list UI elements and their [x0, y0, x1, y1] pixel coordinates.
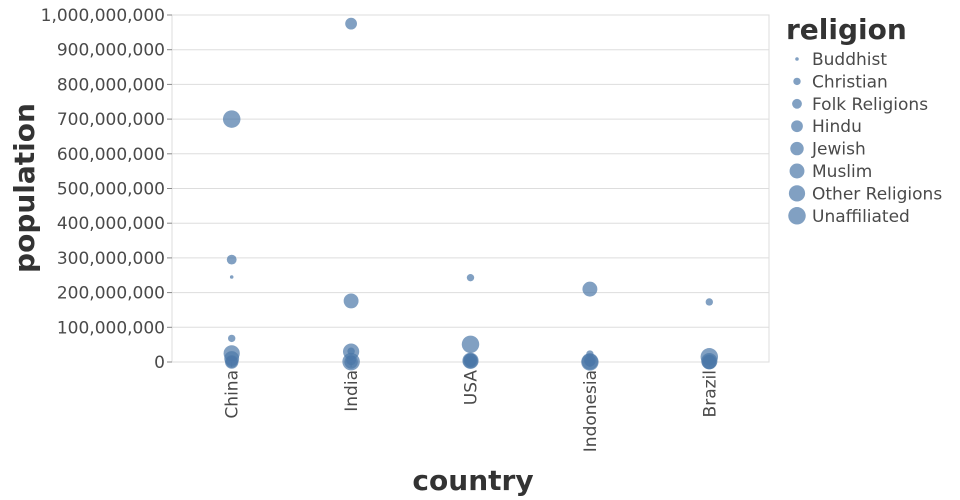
y-axis: 0 100,000,000 200,000,000 300,000,000 400,00…	[41, 6, 172, 373]
data-point	[345, 17, 357, 30]
x-tick-label: USA	[462, 370, 482, 406]
data-point	[222, 110, 241, 128]
data-point	[701, 354, 717, 370]
legend-label: Other Religions	[812, 184, 942, 204]
data-point	[461, 335, 480, 354]
data-point	[465, 356, 476, 367]
legend-symbol	[788, 185, 806, 202]
data-point	[224, 355, 239, 369]
legend-symbol	[790, 141, 804, 156]
legend-label: Folk Religions	[812, 95, 928, 115]
legend-label: Jewish	[811, 140, 866, 160]
data-point	[466, 273, 475, 282]
legend-label: Muslim	[812, 162, 872, 182]
legend-label: Buddhist	[812, 50, 887, 70]
data-points	[222, 17, 719, 371]
y-tick-label: 1,000,000,000	[41, 6, 165, 26]
y-tick-label: 400,000,000	[57, 214, 165, 234]
x-axis: China India USA Indonesia Brazil	[223, 362, 720, 452]
data-point	[582, 281, 598, 297]
data-point	[705, 298, 713, 306]
y-tick-label: 0	[154, 353, 165, 373]
x-axis-title: country	[412, 464, 533, 497]
y-tick-label: 900,000,000	[57, 41, 165, 61]
x-tick-label: China	[223, 370, 243, 419]
y-tick-label: 700,000,000	[57, 110, 165, 130]
legend-symbol	[788, 207, 806, 225]
x-tick-label: Indonesia	[581, 370, 601, 452]
y-tick-label: 500,000,000	[57, 180, 165, 200]
legend-symbol	[791, 120, 803, 133]
legend-symbol	[795, 57, 799, 61]
x-tick-label: India	[342, 370, 362, 412]
legend-symbol	[789, 163, 805, 179]
y-tick-label: 100,000,000	[57, 318, 165, 338]
data-point	[581, 353, 599, 371]
y-tick-label: 600,000,000	[57, 145, 165, 165]
legend-title: religion	[786, 13, 907, 46]
legend-label: Unaffiliated	[812, 207, 910, 227]
data-point	[228, 334, 236, 343]
y-tick-label: 300,000,000	[57, 249, 165, 269]
legend-label: Hindu	[812, 117, 862, 137]
legend-symbol	[793, 77, 801, 86]
data-point	[229, 275, 234, 279]
grid	[172, 14, 769, 363]
legend-symbol	[792, 98, 802, 109]
legend-label: Christian	[812, 72, 888, 92]
y-tick-label: 800,000,000	[57, 75, 165, 95]
y-tick-label: 200,000,000	[57, 284, 165, 304]
data-point	[226, 254, 237, 265]
x-tick-label: Brazil	[700, 370, 720, 417]
data-point	[344, 355, 358, 369]
data-point	[343, 293, 359, 309]
data-point	[347, 347, 355, 355]
y-axis-title: population	[8, 103, 41, 273]
